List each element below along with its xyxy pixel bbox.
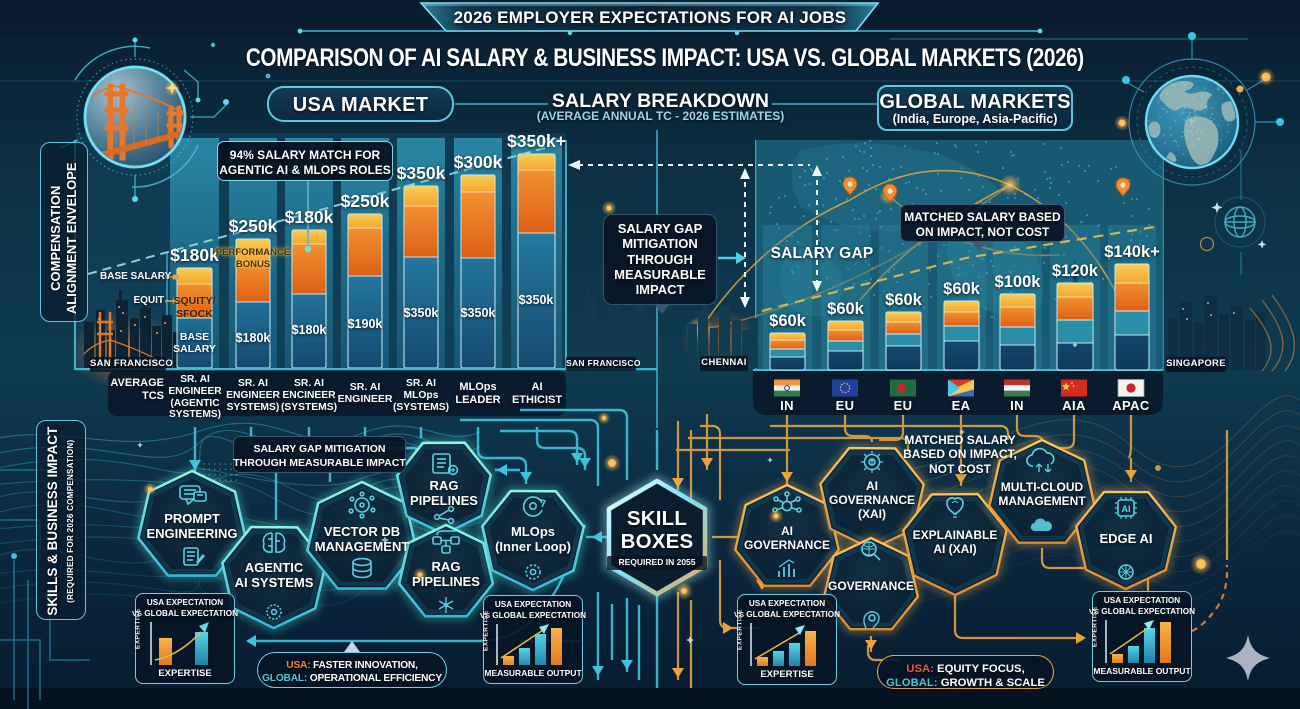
svg-text:AI: AI [1122,504,1131,514]
